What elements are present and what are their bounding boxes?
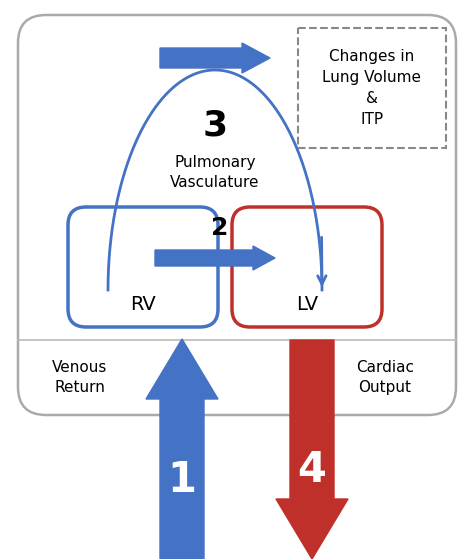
- FancyArrow shape: [155, 246, 275, 270]
- FancyArrow shape: [276, 340, 348, 559]
- FancyBboxPatch shape: [68, 207, 218, 327]
- Text: LV: LV: [296, 296, 318, 315]
- FancyBboxPatch shape: [298, 28, 446, 148]
- FancyBboxPatch shape: [232, 207, 382, 327]
- Text: 2: 2: [211, 216, 228, 240]
- Text: 1: 1: [167, 459, 197, 501]
- Text: RV: RV: [130, 296, 156, 315]
- Text: Cardiac
Output: Cardiac Output: [356, 360, 414, 395]
- Text: Changes in
Lung Volume
&
ITP: Changes in Lung Volume & ITP: [322, 49, 421, 127]
- FancyBboxPatch shape: [18, 15, 456, 415]
- FancyArrow shape: [160, 43, 270, 73]
- Text: Pulmonary
Vasculature: Pulmonary Vasculature: [170, 155, 260, 190]
- FancyArrow shape: [146, 339, 218, 559]
- Text: 3: 3: [202, 108, 228, 142]
- Text: 4: 4: [298, 449, 327, 491]
- Text: Venous
Return: Venous Return: [52, 360, 108, 395]
